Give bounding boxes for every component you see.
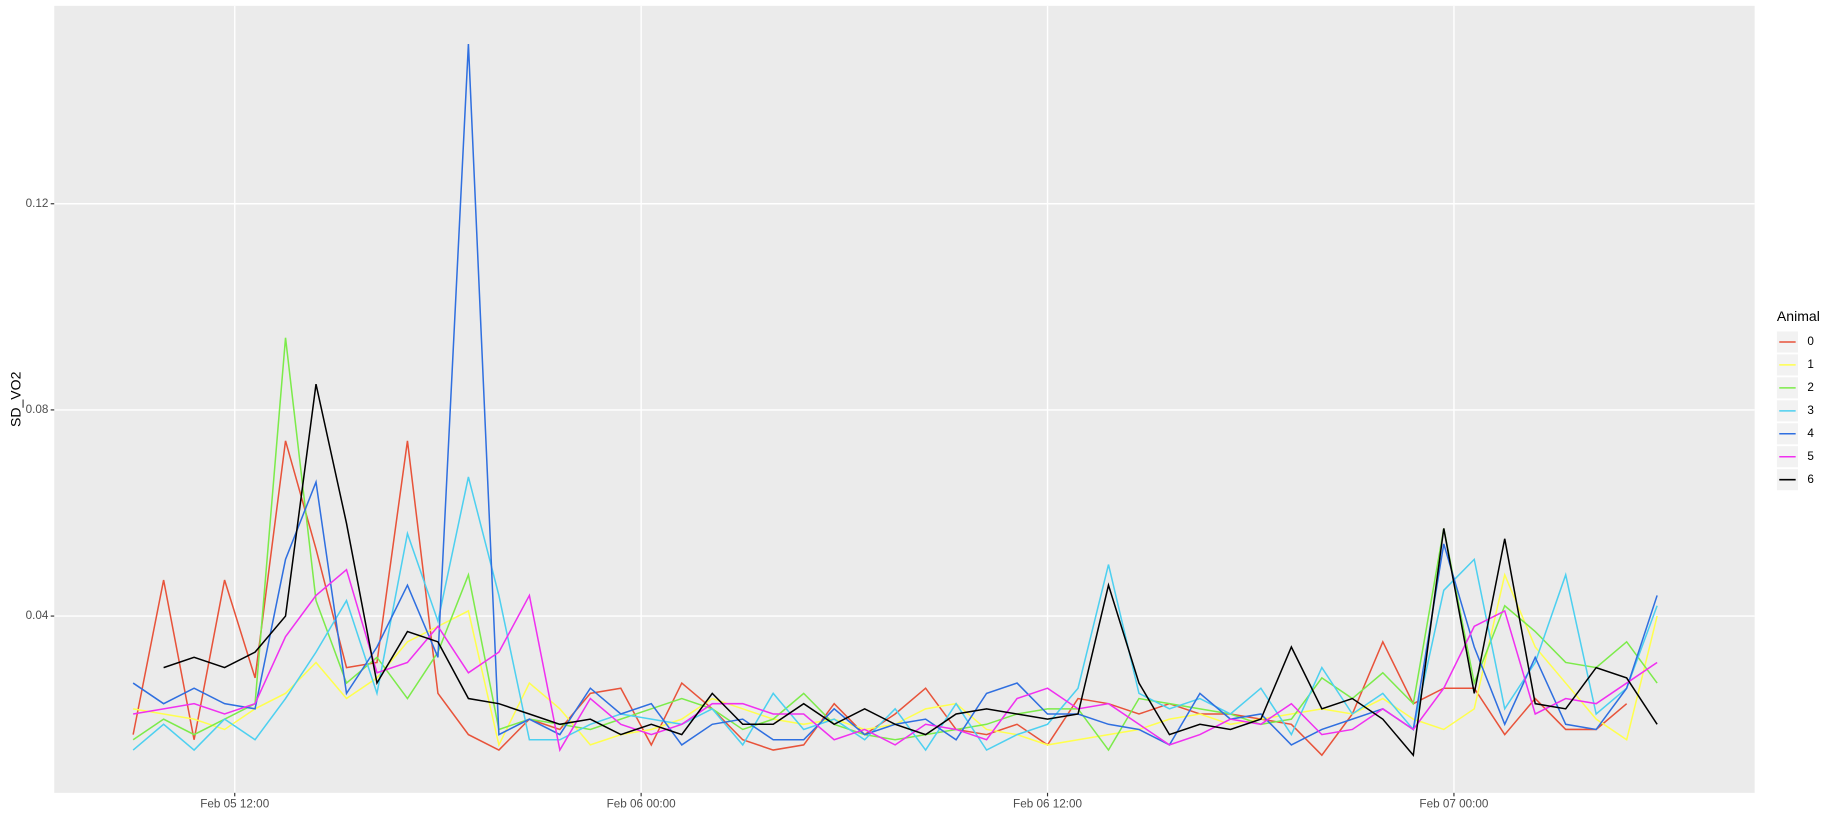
legend-label: 2 [1807,381,1814,394]
legend-label: 4 [1807,427,1814,440]
y-axis-title: SD_VO2 [7,371,23,427]
plot-lines [132,43,1658,758]
x-tick-label: Feb 06 12:00 [1013,798,1082,811]
legend-label: 3 [1807,404,1814,417]
x-tick-label: Feb 07 00:00 [1419,798,1488,811]
axes: 0.04 0.08 0.12 Feb 05 12:00 Feb 06 00:00 Feb … [26,197,1489,811]
legend-label: 0 [1807,335,1814,348]
grid [54,5,1755,793]
y-tick-label: 0.12 [26,197,49,210]
legend-title: Animal [1777,308,1820,324]
x-tick-label: Feb 06 00:00 [607,798,676,811]
series-line [132,476,1658,752]
legend-label: 5 [1807,450,1814,463]
panel-background [54,5,1755,793]
series-line [132,337,1658,752]
series-line [163,383,1658,758]
legend-label: 6 [1807,473,1814,486]
y-tick-label: 0.08 [26,403,49,416]
legend: Animal 0 1 2 3 4 5 6 [1776,308,1820,491]
series-line [133,568,1658,753]
x-tick-label: Feb 05 12:00 [200,798,269,811]
legend-label: 1 [1807,358,1814,371]
y-tick-label: 0.04 [26,609,49,622]
